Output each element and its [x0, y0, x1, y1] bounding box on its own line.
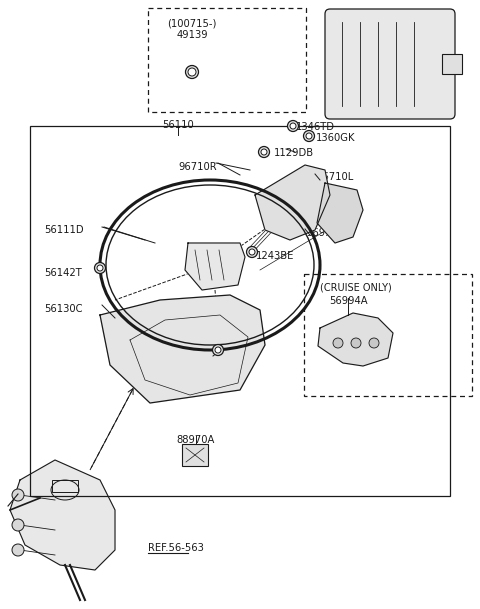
- Circle shape: [97, 265, 103, 271]
- Text: 88970A: 88970A: [177, 435, 215, 445]
- Polygon shape: [317, 183, 363, 243]
- Bar: [30, 126, 450, 496]
- Circle shape: [261, 149, 267, 155]
- Text: REF.56-563: REF.56-563: [148, 543, 204, 553]
- Bar: [304, 274, 472, 396]
- Circle shape: [188, 68, 196, 76]
- Circle shape: [259, 147, 269, 158]
- Text: 56111D: 56111D: [44, 225, 84, 235]
- Circle shape: [306, 133, 312, 139]
- Circle shape: [213, 345, 224, 356]
- Polygon shape: [185, 243, 245, 290]
- Circle shape: [12, 544, 24, 556]
- Text: 56130C: 56130C: [44, 304, 83, 314]
- Polygon shape: [255, 165, 330, 240]
- Text: (100715-): (100715-): [168, 18, 216, 28]
- Bar: [148, 8, 306, 112]
- Text: 1129DB: 1129DB: [274, 148, 314, 158]
- Circle shape: [351, 338, 361, 348]
- Circle shape: [12, 519, 24, 531]
- Text: 56991C: 56991C: [306, 228, 345, 238]
- Circle shape: [303, 130, 314, 141]
- Circle shape: [185, 66, 199, 79]
- Circle shape: [247, 247, 257, 258]
- Text: 96710R: 96710R: [178, 162, 216, 172]
- Text: 56900: 56900: [352, 12, 384, 22]
- Circle shape: [369, 338, 379, 348]
- Polygon shape: [318, 313, 393, 366]
- Circle shape: [288, 121, 299, 132]
- FancyBboxPatch shape: [325, 9, 455, 119]
- Bar: [52, 480, 78, 492]
- Polygon shape: [100, 295, 265, 403]
- Bar: [182, 444, 208, 466]
- Text: 56994A: 56994A: [329, 296, 367, 306]
- Circle shape: [215, 347, 221, 353]
- Circle shape: [249, 249, 255, 255]
- Text: 1360GK: 1360GK: [316, 133, 356, 143]
- Text: (CRUISE ONLY): (CRUISE ONLY): [320, 282, 392, 292]
- Text: 49139: 49139: [176, 30, 208, 40]
- Text: 96710L: 96710L: [316, 172, 353, 182]
- Text: 1243BE: 1243BE: [256, 251, 294, 261]
- Text: 56110: 56110: [162, 120, 194, 130]
- Text: 1346TD: 1346TD: [296, 122, 335, 132]
- Circle shape: [12, 489, 24, 501]
- Text: 56142M: 56142M: [216, 355, 256, 365]
- Polygon shape: [10, 460, 115, 570]
- Circle shape: [95, 262, 106, 273]
- Text: 56142T: 56142T: [44, 268, 82, 278]
- Bar: [442, 54, 462, 74]
- Circle shape: [333, 338, 343, 348]
- Circle shape: [290, 123, 296, 129]
